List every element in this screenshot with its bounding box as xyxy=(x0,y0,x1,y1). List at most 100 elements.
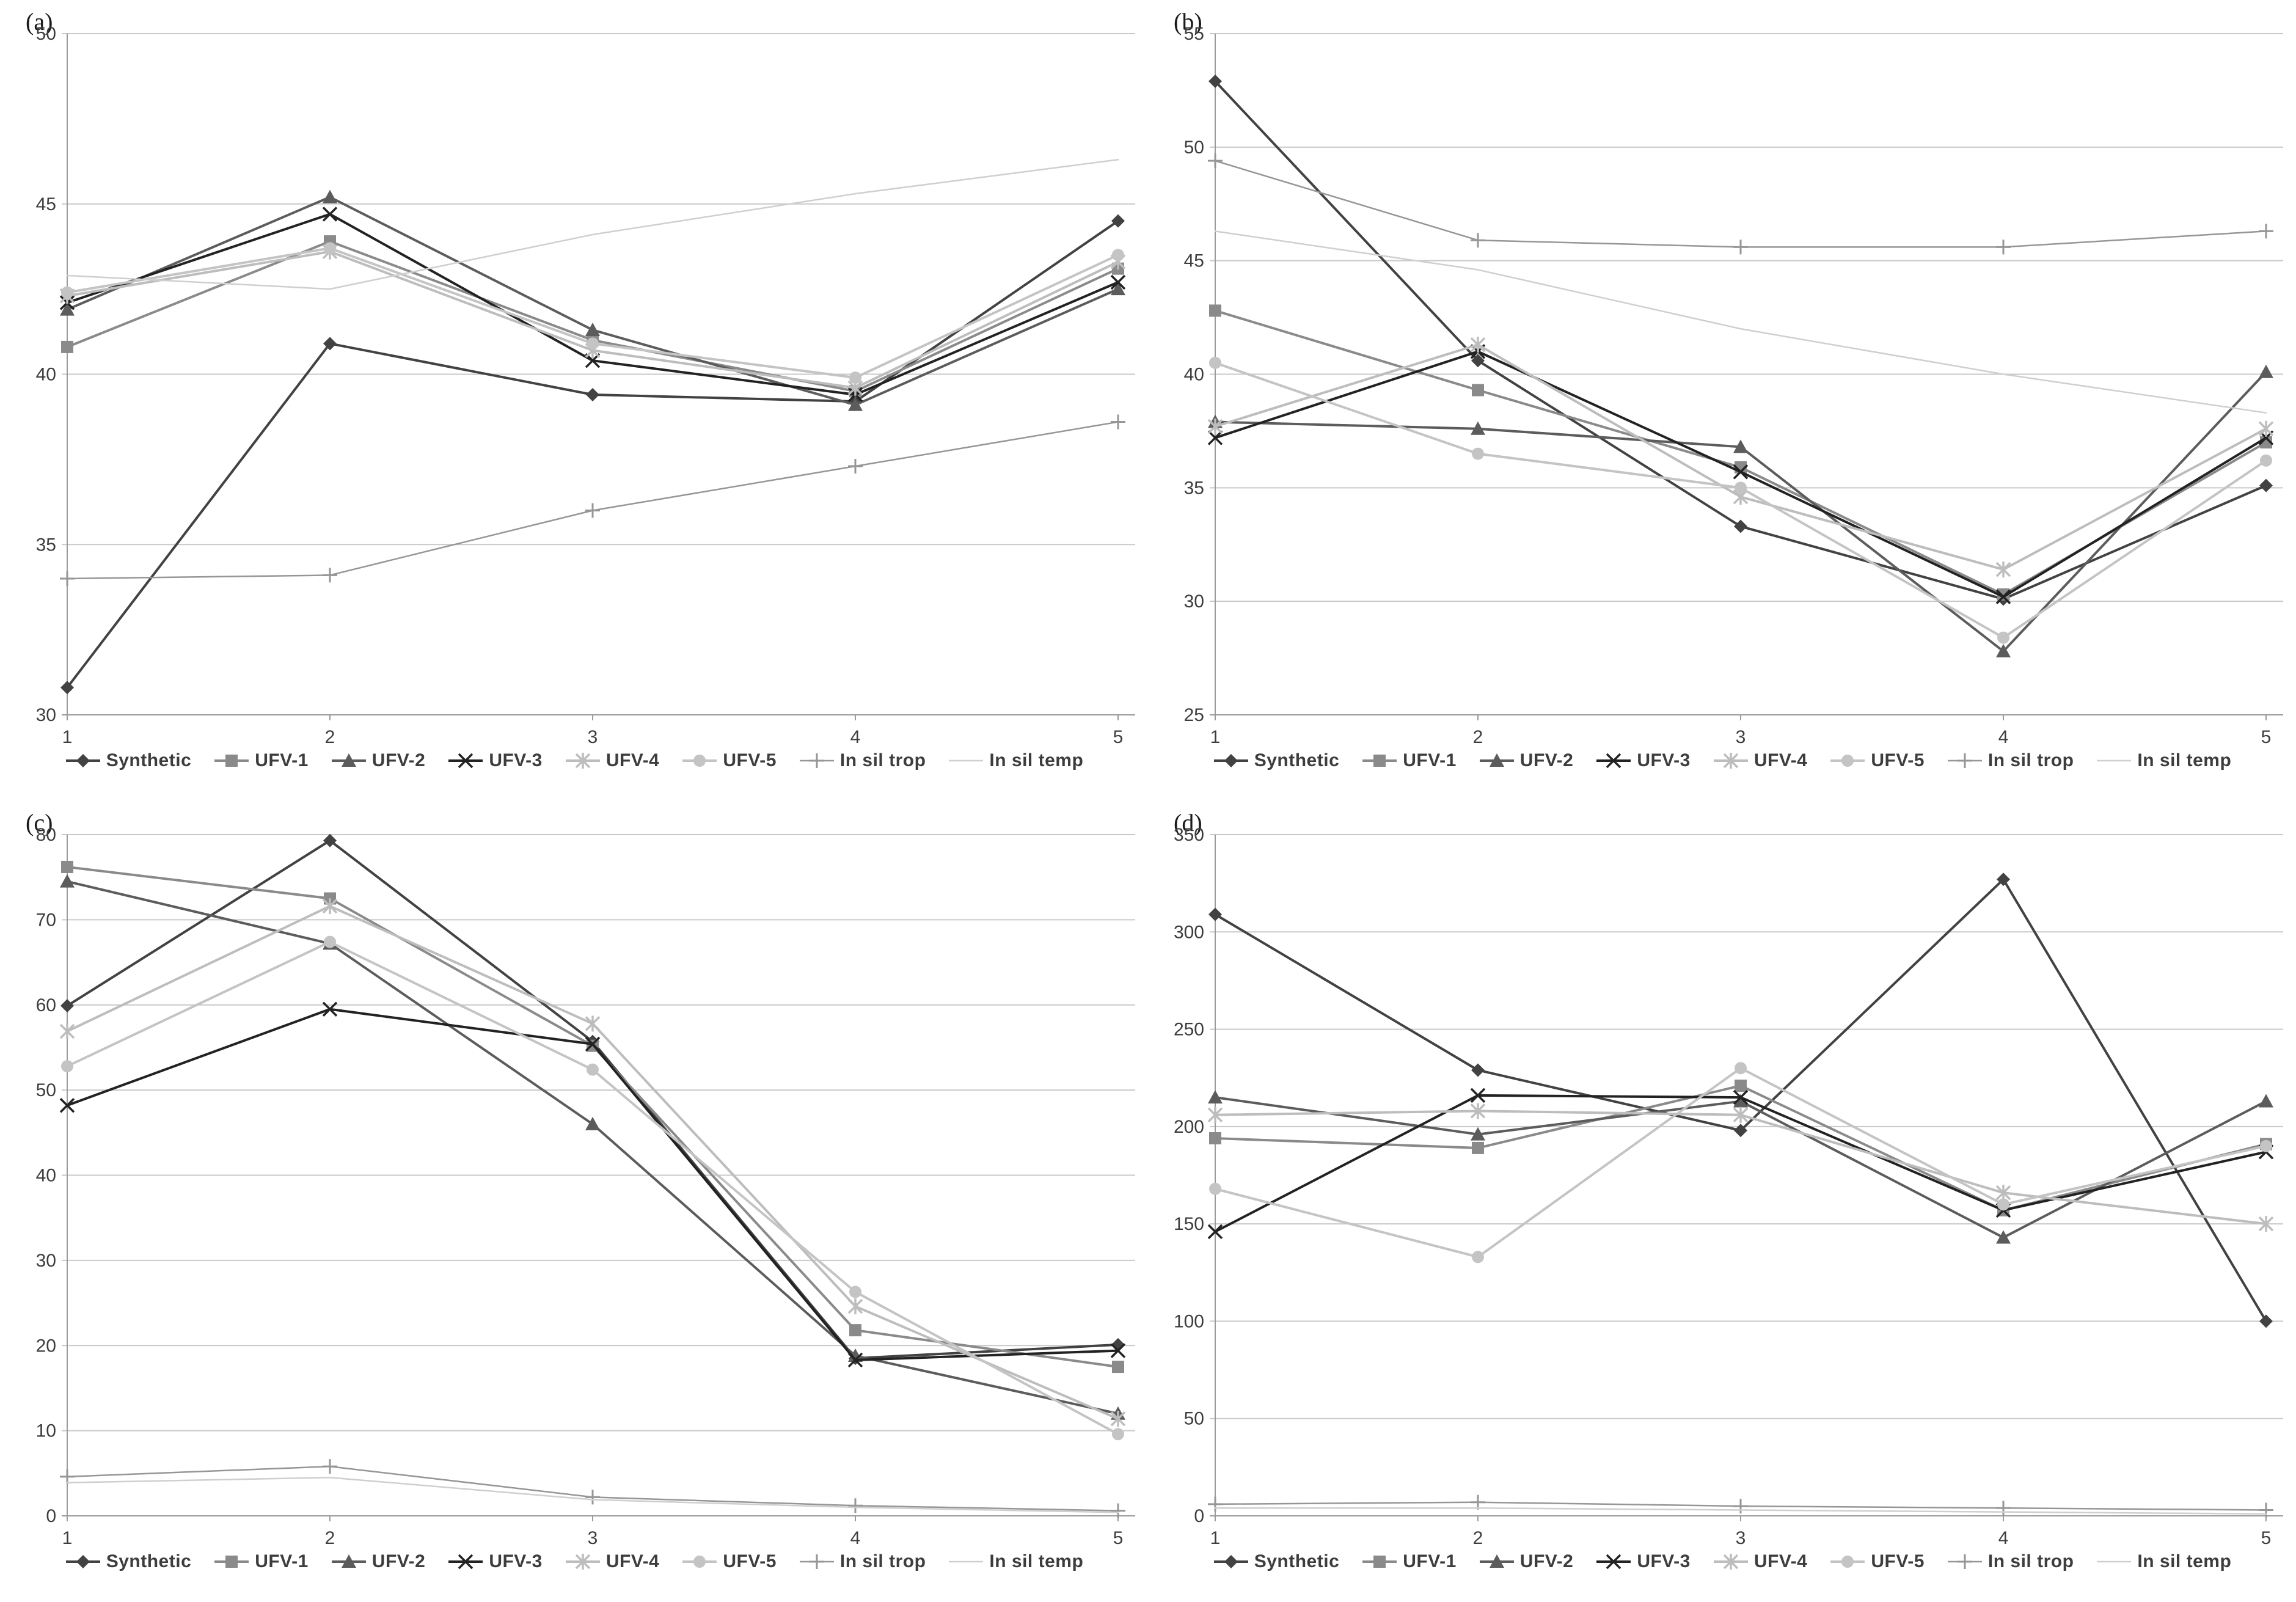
diamond-marker-icon xyxy=(323,337,337,351)
legend-square-icon xyxy=(1362,755,1397,767)
legend-label: In sil trop xyxy=(1987,750,2074,770)
asterisk-marker-icon xyxy=(585,1015,601,1032)
y-tick-label: 150 xyxy=(1174,1214,1204,1234)
triangle-marker-icon xyxy=(848,397,863,411)
asterisk-marker-icon xyxy=(1470,1103,1486,1119)
y-tick-labels: 25 30 35 40 45 50 55 xyxy=(1184,24,1204,725)
legend-label: Synthetic xyxy=(106,1551,192,1571)
circle-marker-icon xyxy=(1735,481,1747,494)
circle-marker-icon xyxy=(693,755,706,767)
plus-marker-icon xyxy=(809,1554,824,1569)
square-marker-icon xyxy=(61,340,73,353)
triangle-marker-icon xyxy=(1996,1230,2011,1244)
x-marker-icon xyxy=(458,1554,473,1570)
legend-label: In sil temp xyxy=(989,750,1084,770)
series-line xyxy=(1214,343,2267,571)
asterisk-marker-icon xyxy=(1207,1106,1223,1123)
legend-triangle-icon xyxy=(1479,753,1514,767)
legend-diamond-icon xyxy=(65,754,100,767)
legend-plus-icon xyxy=(799,753,834,768)
legend-label: Synthetic xyxy=(1254,1551,1340,1571)
panel-b-chart: 25 30 35 40 45 50 55 1 2 3 4 5 xyxy=(1148,0,2296,801)
triangle-marker-icon xyxy=(848,1348,863,1362)
x-marker-icon xyxy=(1110,274,1126,290)
x-tick-label: 5 xyxy=(2261,1528,2272,1548)
plus-marker-icon xyxy=(585,1490,600,1505)
square-marker-icon xyxy=(1112,1361,1124,1373)
triangle-marker-icon xyxy=(1489,1554,1504,1568)
legend-label: UFV-3 xyxy=(489,750,543,770)
series-in-sil-temp xyxy=(66,159,1119,290)
y-tick-labels: 0 50 100 150 200 250 300 350 xyxy=(1174,825,1204,1526)
legend-item-ufv-3: UFV-3 xyxy=(1595,750,1691,771)
legend-item-in-sil-temp: In sil temp xyxy=(948,1551,1083,1572)
legend-label: UFV-2 xyxy=(1519,750,1574,770)
gridlines xyxy=(1210,834,2283,1516)
asterisk-marker-icon xyxy=(2258,1216,2274,1232)
series-line xyxy=(66,1477,1119,1513)
circle-marker-icon xyxy=(1209,1182,1221,1195)
x-marker-icon xyxy=(1733,1089,1749,1105)
x-marker-icon xyxy=(1733,464,1749,480)
y-tick-label: 200 xyxy=(1174,1117,1204,1137)
x-tick-label: 3 xyxy=(588,1528,598,1548)
x-tick-label: 3 xyxy=(1736,727,1746,747)
plus-marker-icon xyxy=(1208,153,1223,169)
y-tick-label: 250 xyxy=(1174,1020,1204,1040)
legend-label: UFV-1 xyxy=(255,1551,309,1571)
legend-item-ufv-4: UFV-4 xyxy=(565,750,660,771)
legend-label: In sil trop xyxy=(839,1551,926,1571)
diamond-marker-icon xyxy=(323,833,337,847)
y-tick-label: 55 xyxy=(1184,24,1204,44)
triangle-marker-icon xyxy=(2259,364,2273,378)
series-line xyxy=(66,1008,1119,1361)
circle-marker-icon xyxy=(1472,447,1484,460)
square-marker-icon xyxy=(1209,1132,1221,1144)
series-ufv-1 xyxy=(61,235,1124,398)
legend-triangle-icon xyxy=(1479,1554,1514,1568)
legend-plus-icon xyxy=(1947,1554,1982,1569)
panel-a-label: (a) xyxy=(26,8,53,35)
plus-marker-icon xyxy=(585,503,600,518)
legend-item-ufv-5: UFV-5 xyxy=(1829,750,1925,771)
x-marker-icon xyxy=(59,1097,75,1113)
legend-label: UFV-2 xyxy=(1519,1551,1574,1571)
x-tick-label: 4 xyxy=(1998,1528,2009,1548)
legend-none-icon xyxy=(2097,1560,2132,1563)
legend-circle-icon xyxy=(1830,755,1865,767)
panel-c-label: (c) xyxy=(26,809,53,836)
legend-item-in-sil-trop: In sil trop xyxy=(1947,750,2074,771)
y-tick-label: 60 xyxy=(36,995,56,1015)
legend-square-icon xyxy=(214,1556,249,1568)
series-in-sil-temp xyxy=(1214,230,2267,414)
legend-label: UFV-3 xyxy=(1637,1551,1691,1571)
y-tick-label: 45 xyxy=(36,194,56,214)
x-tick-labels: 1 2 3 4 5 xyxy=(62,727,1124,747)
legend-none-icon xyxy=(949,1560,984,1563)
series-ufv-5 xyxy=(61,242,1124,384)
legend-triangle-icon xyxy=(331,753,366,767)
series-synthetic xyxy=(1208,75,2273,606)
diamond-marker-icon xyxy=(1208,907,1222,921)
triangle-marker-icon xyxy=(1733,439,1748,453)
circle-marker-icon xyxy=(693,1556,706,1568)
legend-item-ufv-3: UFV-3 xyxy=(447,750,543,771)
legend-item-ufv-2: UFV-2 xyxy=(331,1551,426,1572)
y-tick-label: 45 xyxy=(1184,251,1204,271)
diamond-marker-icon xyxy=(76,754,90,767)
plus-marker-icon xyxy=(323,568,337,583)
plus-marker-icon xyxy=(1957,753,1972,768)
y-tick-label: 40 xyxy=(36,365,56,385)
y-tick-label: 40 xyxy=(36,1166,56,1186)
x-tick-label: 2 xyxy=(325,727,335,747)
circle-marker-icon xyxy=(1112,249,1124,262)
plus-marker-icon xyxy=(1471,1494,1485,1510)
legend-label: UFV-3 xyxy=(1637,750,1691,770)
series-line xyxy=(1214,159,2267,248)
legend-item-in-sil-trop: In sil trop xyxy=(1947,1551,2074,1572)
diamond-marker-icon xyxy=(1224,1555,1238,1568)
square-marker-icon xyxy=(1472,1141,1484,1154)
circle-marker-icon xyxy=(1112,1428,1124,1441)
series-synthetic xyxy=(1208,872,2273,1328)
